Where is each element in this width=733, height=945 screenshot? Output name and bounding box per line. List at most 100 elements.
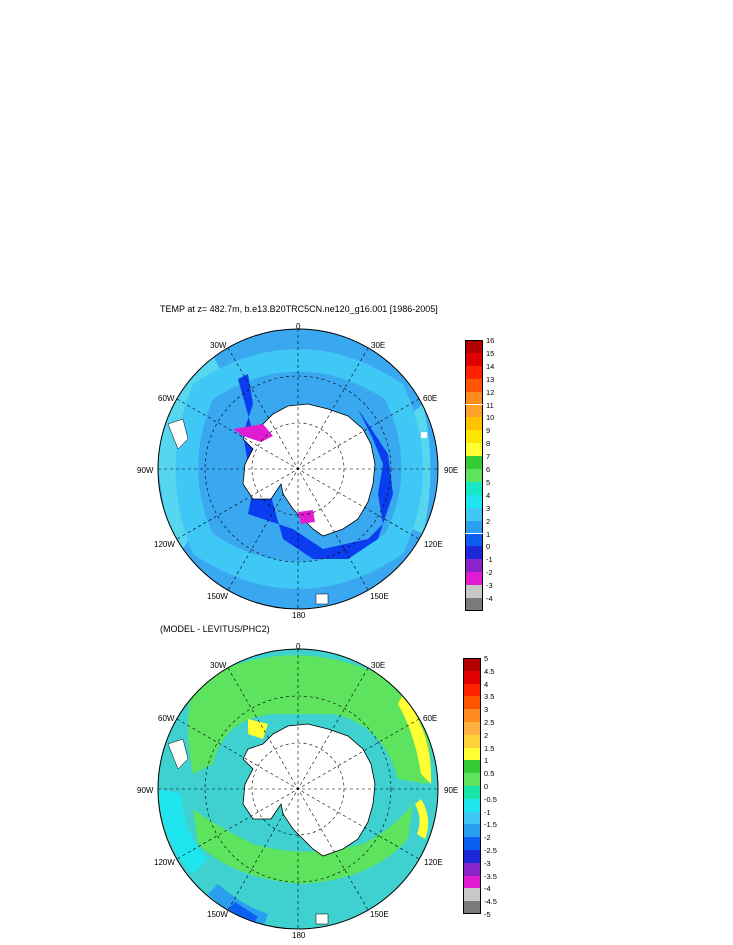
colorbar-label: 1 (486, 529, 491, 539)
colorbar-label: 13 (486, 374, 495, 384)
lon-label-60w: 60W (158, 394, 175, 403)
colorbar-swatch (465, 365, 483, 379)
lon-label-120e: 120E (424, 858, 443, 867)
lon-label-120e: 120E (424, 540, 443, 549)
colorbar-swatch (463, 837, 481, 850)
colorbar-swatch (465, 443, 483, 457)
yellow-patch-east (398, 694, 432, 784)
colorbar-swatch (463, 824, 481, 838)
colorbar-label: -3.5 (484, 871, 497, 881)
colorbar-label: 4 (486, 490, 491, 500)
colorbar-label: -2.5 (484, 846, 497, 855)
colorbar-label: 12 (486, 387, 495, 397)
land-patch (421, 432, 427, 438)
land-south-america (167, 418, 189, 450)
ice-shelf-weddell (233, 424, 273, 442)
colorbar-label: 0 (486, 542, 491, 552)
ice-shelf-ross (298, 510, 315, 524)
colorbar-swatch (463, 722, 481, 735)
colorbar-label: 7 (486, 452, 491, 462)
colorbar-label: 1.5 (484, 743, 495, 753)
colorbar-swatch (463, 875, 481, 889)
colorbar-swatch (465, 340, 483, 353)
green-region-south (193, 804, 413, 884)
lon-label-90w: 90W (137, 786, 154, 795)
colorbar-label: -4 (484, 884, 491, 894)
land-south-america (167, 738, 189, 770)
colorbar-label: 2.5 (484, 718, 495, 727)
colorbar-swatch (463, 901, 481, 914)
colorbar-label: 3.5 (484, 692, 495, 702)
lon-label-120w: 120W (154, 540, 175, 549)
lon-label-150e: 150E (370, 910, 389, 919)
lon-label-150w: 150W (207, 592, 228, 601)
colorbar-label: 6 (486, 465, 491, 474)
colorbar-swatch (465, 430, 483, 444)
land-patch (315, 593, 329, 605)
colorbar-swatch (463, 658, 481, 671)
lon-label-150w: 150W (207, 910, 228, 919)
colorbar-label: -2 (486, 568, 493, 578)
colorbar-label: 2 (484, 730, 489, 740)
colorbar-label: 11 (486, 400, 494, 410)
colorbar-label: 5 (484, 654, 489, 663)
colorbar-swatch (465, 520, 483, 534)
colorbar-swatch (465, 417, 483, 431)
panel2-colorbar: 5 4.5 4 3.5 3 2.5 2 1.5 1 0.5 0 -0.5 -1 -1.5 -2 -2.5 -3 -… (463, 654, 507, 923)
colorbar-swatch (463, 798, 481, 812)
panel1-polar-map (157, 328, 439, 610)
lon-label-90e: 90E (444, 786, 459, 795)
colorbar-label: 5 (486, 477, 491, 487)
colorbar-label: 14 (486, 361, 495, 371)
colorbar-swatch (465, 494, 483, 508)
yellow-patch-east-2 (415, 799, 429, 839)
colorbar-swatch (463, 850, 481, 863)
yellow-patch-weddell (248, 719, 268, 739)
colorbar-label: -0.5 (484, 794, 497, 804)
colorbar-swatch (463, 683, 481, 697)
colorbar-swatch (463, 888, 481, 902)
colorbar-label: -1.5 (484, 820, 497, 830)
colorbar-swatch (463, 786, 481, 799)
colorbar-swatch (463, 773, 481, 786)
colorbar-label: 1 (484, 756, 489, 766)
colorbar-swatch (465, 352, 483, 366)
colorbar-swatch (463, 696, 481, 710)
colorbar-label: -1 (486, 555, 493, 565)
lon-label-30e: 30E (371, 661, 386, 670)
colorbar-label: 2 (486, 516, 491, 526)
dark-blue-south (228, 902, 258, 924)
lon-label-60w: 60W (158, 714, 175, 723)
lon-label-90e: 90E (444, 466, 459, 475)
colorbar-swatch (465, 456, 483, 469)
colorbar-swatch (465, 533, 483, 547)
colorbar-swatch (465, 378, 483, 392)
colorbar-swatch (463, 747, 481, 761)
lon-label-60e: 60E (423, 394, 438, 403)
panel1-title: TEMP at z= 482.7m, b.e13.B20TRC5CN.ne120… (160, 304, 438, 314)
colorbar-label: 8 (486, 439, 491, 449)
lon-label-90w: 90W (137, 466, 154, 475)
colorbar-swatch (465, 546, 483, 560)
colorbar-label: 9 (486, 426, 491, 436)
lon-label-30w: 30W (210, 661, 227, 670)
antarctica (242, 723, 376, 857)
colorbar-label: -4.5 (484, 897, 497, 907)
panel2-polar-map (157, 648, 439, 930)
green-region (188, 655, 431, 784)
colorbar-swatch (465, 404, 483, 418)
panel1-colorbar: 16 15 14 13 12 11 10 9 8 7 6 5 4 3 2 1 0 -1 -2 -3 -4 (465, 337, 505, 611)
colorbar-swatch (465, 572, 483, 586)
lon-label-180: 180 (292, 611, 306, 620)
colorbar-swatch (465, 391, 483, 405)
antarctica (242, 403, 376, 537)
colorbar-label: 0.5 (484, 769, 495, 779)
lon-label-150e: 150E (370, 592, 389, 601)
colorbar-label: 10 (486, 413, 495, 423)
colorbar-swatch (465, 469, 483, 482)
colorbar-label: 0 (484, 782, 489, 791)
colorbar-label: -4 (486, 594, 493, 603)
colorbar-swatch (463, 760, 481, 774)
colorbar-label: -5 (484, 910, 491, 919)
colorbar-swatch (465, 598, 483, 611)
